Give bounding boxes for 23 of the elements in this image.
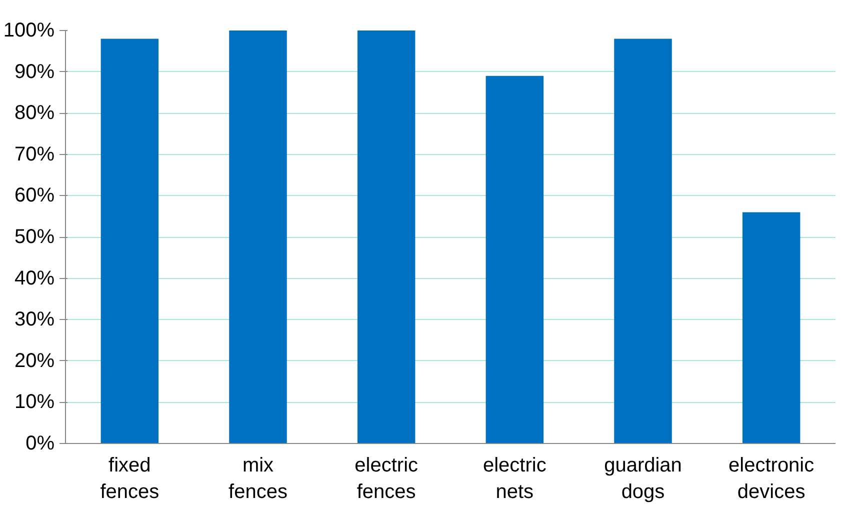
y-tick-label: 50% [14, 226, 55, 248]
bar [357, 30, 416, 444]
y-tick-label: 30% [14, 308, 55, 331]
y-tick-label: 80% [14, 102, 55, 124]
x-tick-label: electric fences [354, 454, 418, 503]
x-tick-label: fixed fences [100, 454, 160, 503]
y-tick-label: 10% [14, 391, 55, 414]
y-tick-label: 20% [14, 350, 55, 372]
y-tick-label: 0% [26, 432, 55, 454]
bar [229, 30, 287, 444]
y-tick-label: 60% [14, 184, 55, 207]
y-tick-label: 40% [14, 267, 55, 290]
y-tick-label: 90% [14, 60, 55, 83]
x-tick-label: electric nets [482, 454, 546, 503]
x-tick-label: mix fences [228, 454, 288, 503]
bar [100, 38, 159, 444]
bar [614, 38, 672, 444]
y-tick-label: 70% [14, 143, 55, 166]
x-tick-label: guardian dogs [604, 454, 682, 503]
x-tick-label: electronic devices [728, 454, 814, 503]
bar [742, 212, 800, 444]
y-tick-label: 100% [3, 20, 55, 42]
bar [486, 76, 544, 444]
